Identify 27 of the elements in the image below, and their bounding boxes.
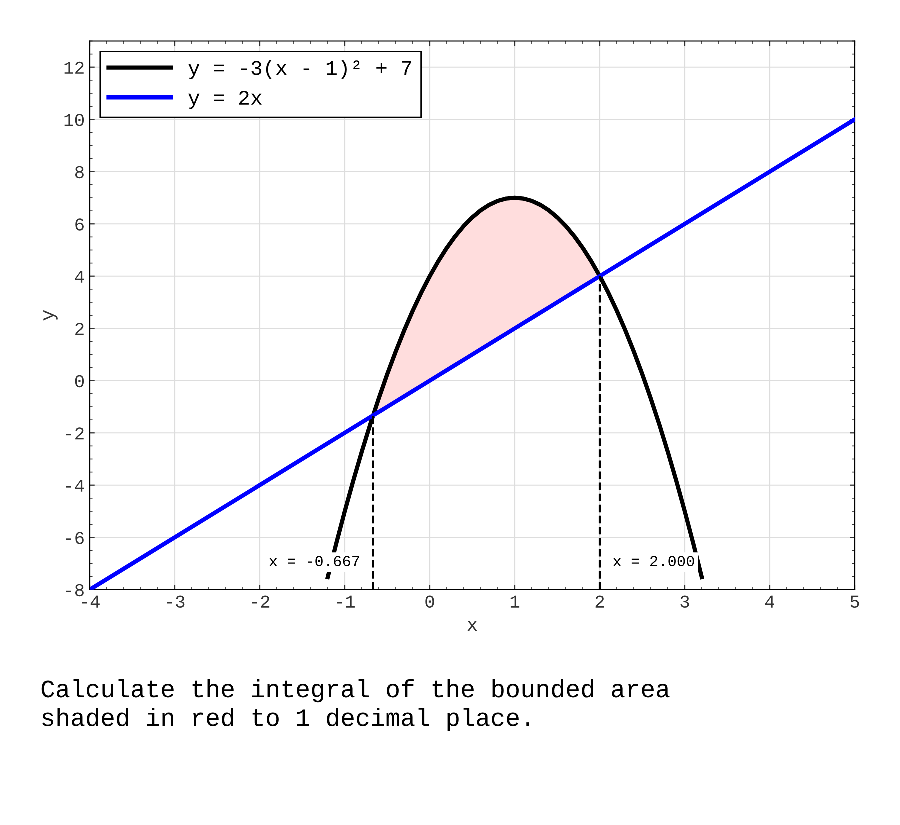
y-axis-title: y: [44, 310, 58, 321]
x-tick-label: 3: [680, 596, 690, 608]
ref-line-label: x = 2.000: [613, 556, 694, 567]
y-tick-label: -4: [66, 480, 84, 492]
y-tick-label: -6: [66, 532, 84, 544]
text: Calculate the integral of the bounded area shaded in red to 1 decimal place.: [42, 679, 670, 732]
x-tick-label: 2: [596, 596, 604, 608]
x-tick-label: -2: [252, 596, 270, 608]
x-axis-title: x: [468, 620, 478, 632]
ref-line-label: x = -0.667: [270, 556, 360, 567]
y-tick-label: 6: [76, 218, 84, 231]
y-tick-label: 2: [76, 323, 84, 336]
y-tick-label: 12: [64, 62, 84, 74]
x-tick-label: 0: [426, 596, 434, 608]
x-tick-label: 4: [765, 596, 774, 608]
x-tick-label: -1: [337, 596, 355, 608]
x-tick-label: -3: [167, 596, 185, 608]
legend-label: y = 2x: [188, 91, 262, 110]
y-tick-label: 0: [75, 375, 84, 388]
y-tick-label: -2: [66, 428, 84, 440]
x-tick-label: 1: [510, 596, 520, 608]
y-tick-label: 4: [75, 271, 84, 283]
x-tick-label: 5: [850, 596, 860, 608]
y-tick-label: -8: [66, 584, 84, 597]
y-tick-label: 10: [64, 114, 84, 126]
legend-label: y = -3(x - 1)² + 7: [188, 60, 412, 80]
y-tick-label: 8: [75, 166, 84, 179]
